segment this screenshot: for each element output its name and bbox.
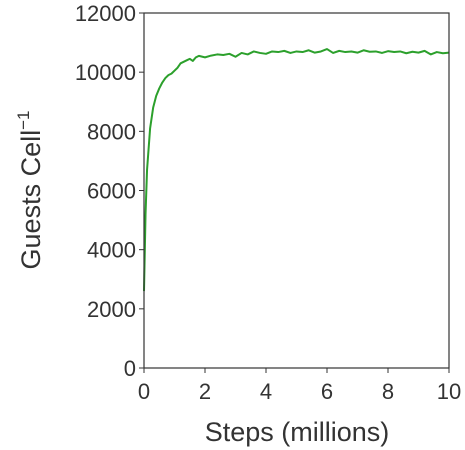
series-line-0	[143, 48, 450, 292]
x-tick-label: 10	[437, 379, 461, 404]
x-tick-label: 6	[321, 379, 333, 404]
x-tick-label: 2	[199, 379, 211, 404]
y-tick-label: 4000	[87, 238, 136, 263]
plot-frame	[143, 12, 450, 369]
x-tick-label: 4	[260, 379, 272, 404]
x-tick-label: 8	[382, 379, 394, 404]
y-tick-label: 12000	[75, 1, 136, 26]
y-tick-label: 10000	[75, 60, 136, 85]
y-tick-label: 2000	[87, 297, 136, 322]
x-tick-label: 0	[138, 379, 150, 404]
x-axis-label: Steps (millions)	[205, 417, 390, 447]
y-axis-label-main: Guests Cell	[16, 130, 46, 270]
axes: 0 2 4 6 8 10 0 2000 4000 6000 8000 10000 12000	[75, 1, 461, 404]
y-axis-label-superscript: −1	[14, 111, 33, 130]
y-axis-label: Guests Cell−1	[14, 111, 46, 270]
y-tick-label: 6000	[87, 179, 136, 204]
y-tick-label: 8000	[87, 119, 136, 144]
plot-area	[143, 48, 450, 292]
y-tick-label: 0	[124, 356, 136, 381]
